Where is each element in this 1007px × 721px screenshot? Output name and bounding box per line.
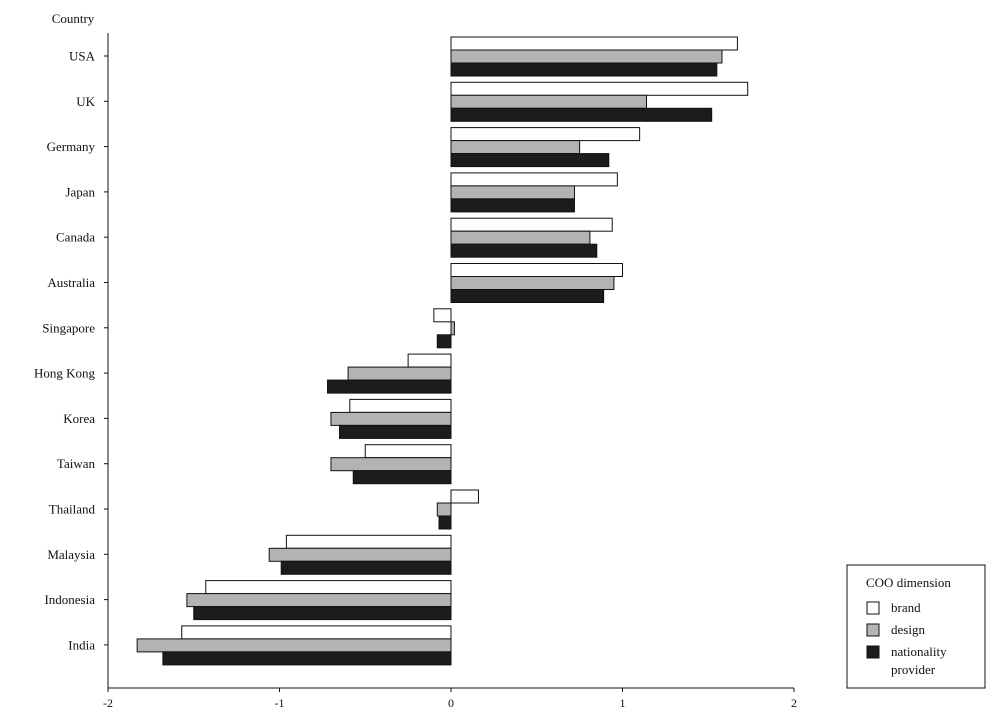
bar-brand-singapore [433, 308, 452, 323]
bars-group [136, 36, 749, 666]
axes-group: USA UK Germany Japan Canada Australia Singapor… [34, 33, 797, 710]
bar-brand-korea [349, 398, 452, 413]
y-axis-label: Country [52, 11, 95, 26]
legend-swatch-design [866, 623, 880, 637]
category-label: Hong Kong [34, 366, 96, 381]
legend-swatch-brand [866, 601, 880, 615]
bar-brand-malaysia [285, 534, 452, 549]
bar-nationality-provider-korea [339, 424, 452, 439]
bar-nationality-provider-australia [450, 289, 605, 303]
legend-title: COO dimension [866, 575, 951, 590]
category-label: Indonesia [44, 592, 95, 607]
legend-swatch-nationality-provider [866, 645, 880, 659]
bar-brand-japan [450, 172, 618, 187]
legend: COO dimension brand design nationality provi… [846, 564, 986, 689]
category-label: Taiwan [57, 456, 96, 471]
category-label: Singapore [42, 320, 95, 335]
bar-nationality-provider-canada [450, 243, 598, 258]
bar-brand-germany [450, 127, 641, 142]
category-label: Germany [47, 139, 96, 154]
legend-label: brand [891, 600, 921, 615]
bar-nationality-provider-japan [450, 198, 575, 213]
category-label: Thailand [49, 502, 96, 517]
bar-design-japan [450, 185, 575, 200]
bar-nationality-provider-india [162, 651, 452, 666]
bar-brand-uk [450, 81, 749, 96]
bar-design-canada [450, 230, 591, 245]
bar-nationality-provider-thailand [438, 515, 452, 530]
bar-design-malaysia [268, 547, 452, 562]
category-label: Japan [65, 184, 95, 199]
category-label: USA [69, 49, 96, 64]
bar-design-india [136, 638, 452, 653]
bar-design-singapore [450, 321, 455, 336]
bar-brand-hong-kong [407, 353, 452, 368]
bar-brand-australia [450, 263, 623, 277]
category-label: India [68, 637, 95, 652]
bar-nationality-provider-hong-kong [327, 379, 452, 394]
x-tick-label: 2 [791, 696, 797, 710]
bar-design-korea [330, 411, 452, 426]
bar-brand-canada [450, 217, 613, 232]
x-tick-label: 0 [448, 696, 454, 710]
category-label: Canada [56, 230, 95, 245]
bar-design-hong-kong [347, 366, 452, 381]
bar-brand-thailand [450, 489, 479, 504]
legend-label: provider [891, 662, 936, 677]
bar-nationality-provider-usa [450, 62, 718, 77]
bar-design-usa [450, 49, 723, 64]
legend-label: nationality [891, 644, 947, 659]
bar-nationality-provider-singapore [436, 334, 452, 349]
bar-brand-usa [450, 36, 738, 51]
bar-brand-taiwan [364, 444, 452, 459]
x-tick-label: -1 [275, 696, 285, 710]
category-label: Australia [47, 275, 95, 290]
bar-design-germany [450, 140, 581, 155]
bar-nationality-provider-indonesia [193, 606, 452, 621]
bar-brand-india [181, 625, 452, 640]
bar-brand-indonesia [205, 580, 452, 595]
bar-design-indonesia [186, 593, 452, 608]
bar-design-australia [450, 276, 615, 290]
bar-nationality-provider-germany [450, 153, 610, 168]
bar-nationality-provider-taiwan [352, 470, 452, 485]
bar-design-taiwan [330, 457, 452, 472]
bar-nationality-provider-uk [450, 107, 713, 122]
x-tick-label: -2 [103, 696, 113, 710]
bar-design-uk [450, 94, 648, 109]
bar-nationality-provider-malaysia [280, 560, 452, 575]
category-label: UK [76, 94, 95, 109]
legend-label: design [891, 622, 925, 637]
x-tick-label: 1 [620, 696, 626, 710]
category-label: Korea [63, 411, 95, 426]
category-label: Malaysia [47, 547, 95, 562]
bar-design-thailand [436, 502, 452, 517]
